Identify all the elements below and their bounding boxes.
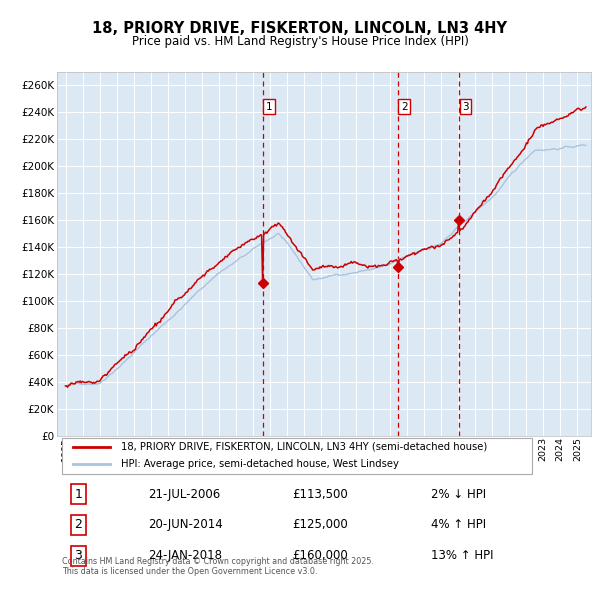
Text: 3: 3 xyxy=(462,101,469,112)
Text: 4% ↑ HPI: 4% ↑ HPI xyxy=(431,518,486,532)
Text: 2: 2 xyxy=(74,518,82,532)
Text: Price paid vs. HM Land Registry's House Price Index (HPI): Price paid vs. HM Land Registry's House … xyxy=(131,35,469,48)
Text: 1: 1 xyxy=(266,101,272,112)
Text: 18, PRIORY DRIVE, FISKERTON, LINCOLN, LN3 4HY (semi-detached house): 18, PRIORY DRIVE, FISKERTON, LINCOLN, LN… xyxy=(121,442,487,452)
Text: Contains HM Land Registry data © Crown copyright and database right 2025.
This d: Contains HM Land Registry data © Crown c… xyxy=(62,557,374,576)
Text: 18, PRIORY DRIVE, FISKERTON, LINCOLN, LN3 4HY: 18, PRIORY DRIVE, FISKERTON, LINCOLN, LN… xyxy=(92,21,508,35)
Text: 2: 2 xyxy=(401,101,407,112)
Text: HPI: Average price, semi-detached house, West Lindsey: HPI: Average price, semi-detached house,… xyxy=(121,460,399,470)
Text: 20-JUN-2014: 20-JUN-2014 xyxy=(148,518,223,532)
Text: 3: 3 xyxy=(74,549,82,562)
Text: 13% ↑ HPI: 13% ↑ HPI xyxy=(431,549,493,562)
Text: 1: 1 xyxy=(74,487,82,500)
Text: £113,500: £113,500 xyxy=(292,487,348,500)
Text: 24-JAN-2018: 24-JAN-2018 xyxy=(148,549,222,562)
FancyBboxPatch shape xyxy=(62,438,532,474)
Text: 2% ↓ HPI: 2% ↓ HPI xyxy=(431,487,486,500)
Text: £160,000: £160,000 xyxy=(292,549,348,562)
Text: £125,000: £125,000 xyxy=(292,518,348,532)
Text: 21-JUL-2006: 21-JUL-2006 xyxy=(148,487,220,500)
